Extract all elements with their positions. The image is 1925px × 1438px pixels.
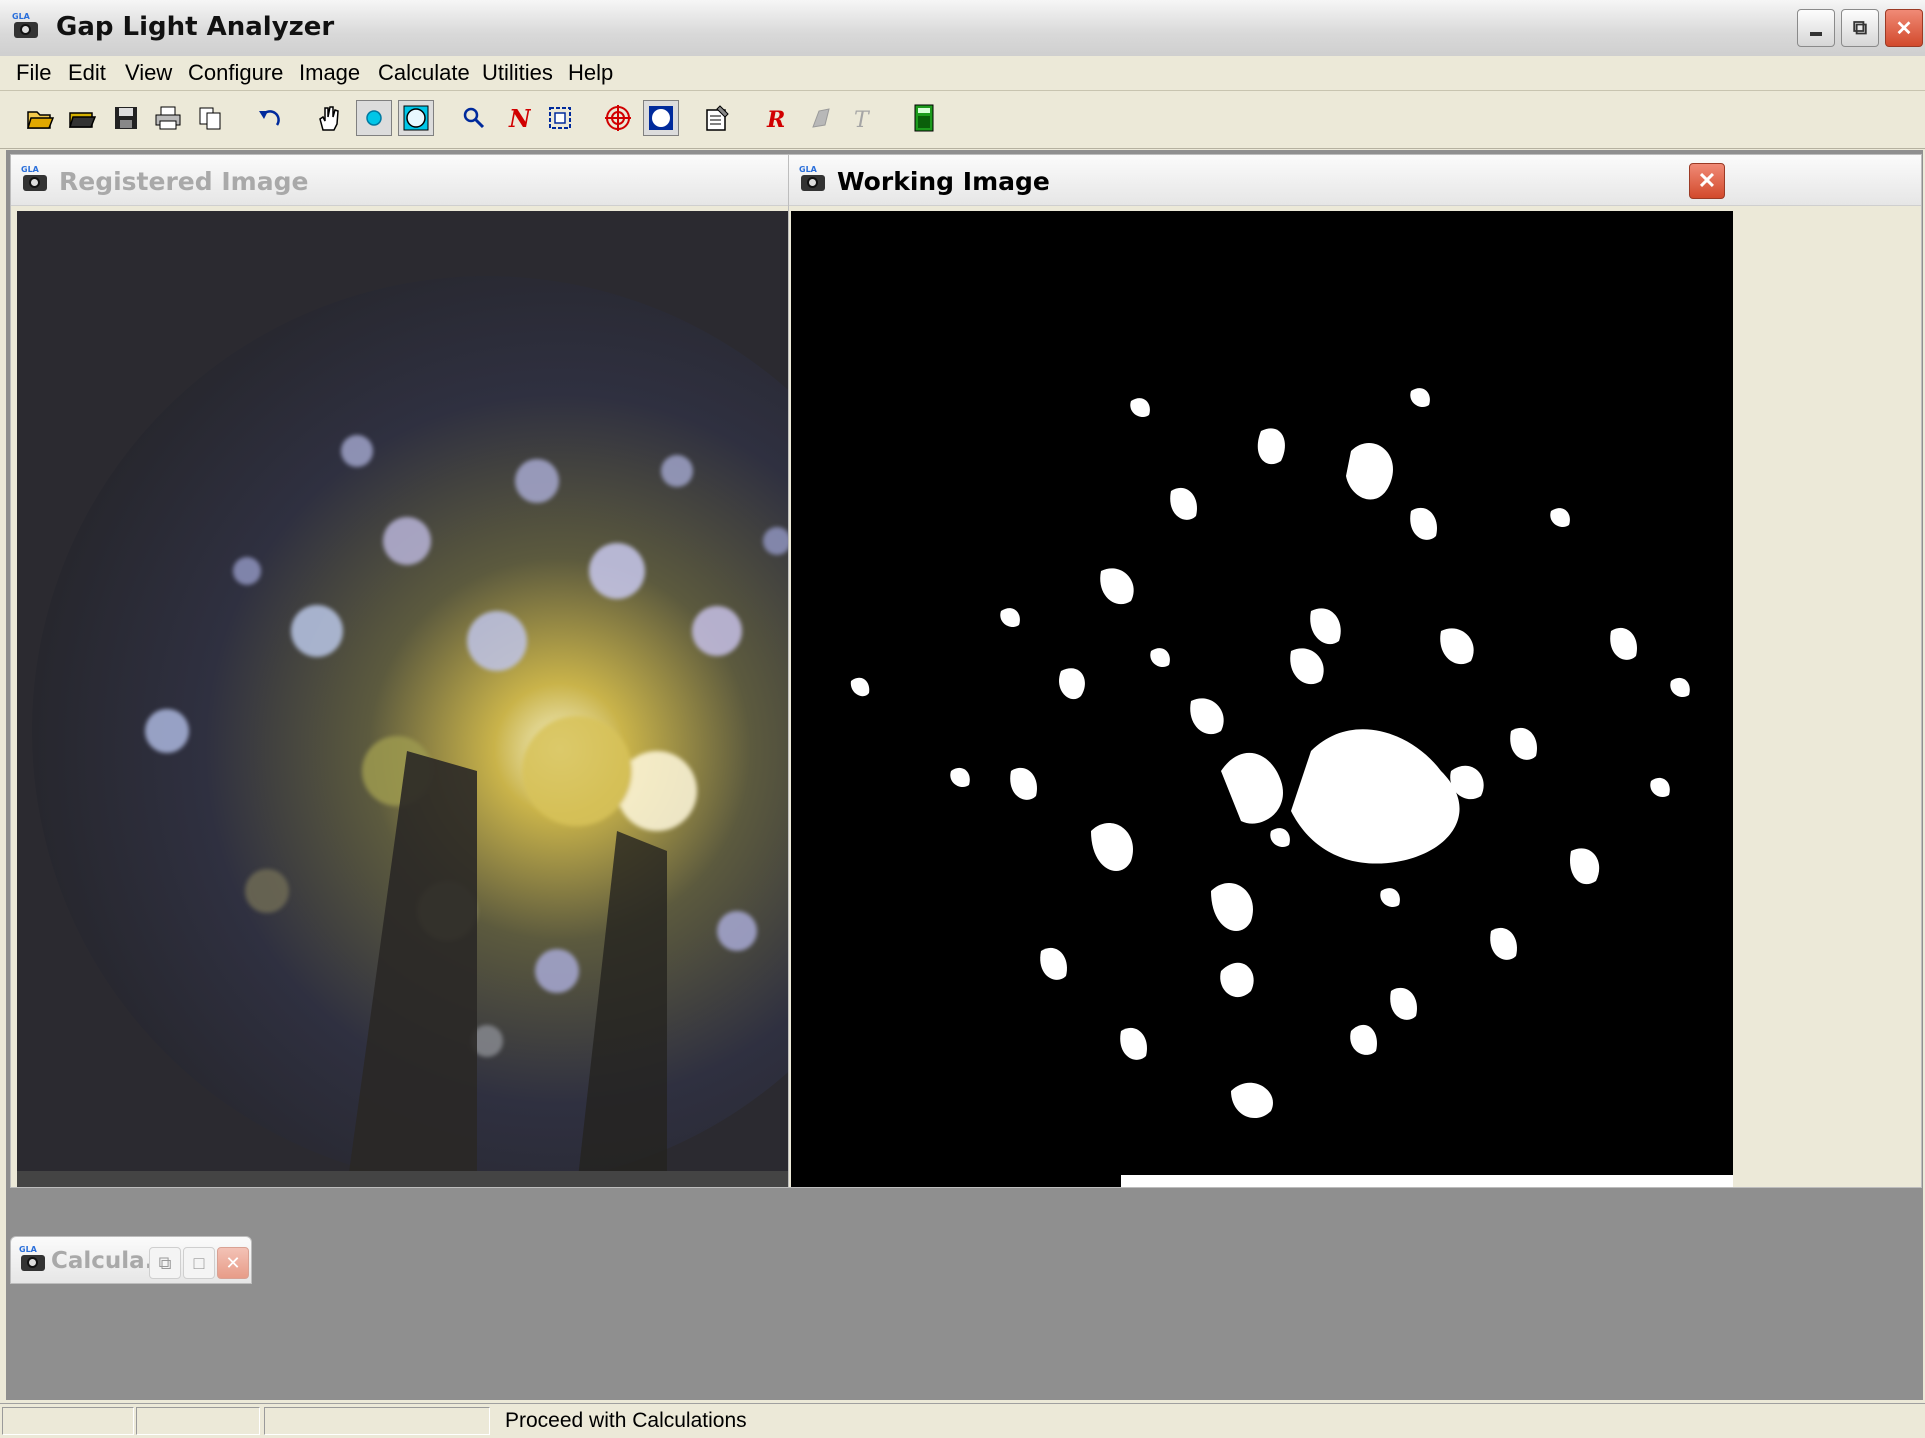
pan-button[interactable] xyxy=(310,100,346,136)
copy-button[interactable] xyxy=(192,100,228,136)
threshold-button[interactable]: T xyxy=(844,100,880,136)
working-image-title: Working Image xyxy=(837,167,1050,196)
mdi-workspace: GLA Registered Image ✕ xyxy=(6,150,1923,1400)
copy-icon xyxy=(199,107,221,130)
status-pane-2 xyxy=(136,1407,260,1435)
gray-tool-button[interactable] xyxy=(802,100,838,136)
zoom-icon xyxy=(463,107,485,129)
gray-tool-icon xyxy=(812,108,830,128)
app-camera-icon: GLA xyxy=(21,165,51,195)
title-bar[interactable]: GLA Gap Light Analyzer ⧉ ✕ xyxy=(0,0,1925,57)
zoom-button[interactable] xyxy=(456,100,492,136)
calculations-window-minimized[interactable]: GLA Calcula... ⧉ □ ✕ xyxy=(10,1236,252,1284)
sky-grid-icon xyxy=(605,105,631,131)
open-button[interactable] xyxy=(22,100,58,136)
circle-register-icon xyxy=(403,105,429,131)
restore-button[interactable]: ⧉ xyxy=(1841,9,1879,47)
working-image-titlebar[interactable]: GLA Working Image ✕ xyxy=(789,155,1921,206)
print-button[interactable] xyxy=(150,100,186,136)
menu-file[interactable]: File xyxy=(16,60,52,85)
crop-button[interactable] xyxy=(542,100,578,136)
menu-calculate[interactable]: Calculate xyxy=(378,60,470,85)
minimize-icon xyxy=(1810,32,1822,36)
calculator-button[interactable] xyxy=(906,100,942,136)
properties-icon xyxy=(706,105,729,131)
sky-grid-button[interactable] xyxy=(600,100,636,136)
menu-help[interactable]: Help xyxy=(568,60,614,85)
working-image-window[interactable]: GLA Working Image ✕ xyxy=(788,154,1922,1188)
menu-edit[interactable]: Edit xyxy=(68,60,106,85)
working-image-canvas[interactable] xyxy=(791,211,1733,1193)
svg-text:T: T xyxy=(854,108,871,131)
minimize-button[interactable] xyxy=(1797,9,1835,47)
calculations-close-button[interactable]: ✕ xyxy=(217,1247,249,1279)
print-icon xyxy=(155,106,181,130)
registered-image-title: Registered Image xyxy=(59,167,309,196)
point-tool-button[interactable] xyxy=(356,100,392,136)
calculator-icon xyxy=(914,104,934,132)
close-icon: ✕ xyxy=(1895,17,1913,40)
calculations-maximize-button[interactable]: □ xyxy=(183,1247,215,1279)
restore-icon: ⧉ xyxy=(158,1252,172,1273)
close-button[interactable]: ✕ xyxy=(1885,9,1923,47)
circle-register-button[interactable] xyxy=(398,100,434,136)
red-r-icon: R xyxy=(766,107,785,131)
status-pane-3 xyxy=(264,1407,490,1435)
undo-button[interactable] xyxy=(252,100,288,136)
restore-icon: ⧉ xyxy=(1852,16,1868,39)
binary-threshold-image xyxy=(791,211,1733,1187)
open-icon xyxy=(26,111,54,129)
status-bar: Proceed with Calculations xyxy=(0,1403,1925,1438)
toolbar: N R T xyxy=(0,92,1925,149)
save-button[interactable] xyxy=(108,100,144,136)
app-camera-icon: GLA xyxy=(12,12,42,42)
menu-image[interactable]: Image xyxy=(299,60,361,85)
threshold-t-icon: T xyxy=(854,108,871,131)
close-icon: ✕ xyxy=(1697,168,1717,193)
open-config-icon xyxy=(68,112,96,128)
open-config-button[interactable] xyxy=(64,100,100,136)
north-button[interactable]: N xyxy=(500,100,536,136)
pan-hand-icon xyxy=(319,106,339,131)
menu-utilities[interactable]: Utilities xyxy=(482,60,553,85)
app-camera-icon: GLA xyxy=(19,1245,49,1275)
mask-button[interactable] xyxy=(643,100,679,136)
svg-text:N: N xyxy=(508,105,531,131)
point-icon xyxy=(366,110,382,126)
save-icon xyxy=(115,107,137,129)
close-icon: ✕ xyxy=(225,1252,241,1273)
app-title: Gap Light Analyzer xyxy=(56,12,335,42)
svg-text:R: R xyxy=(766,107,785,131)
red-r-button[interactable]: R xyxy=(758,100,794,136)
maximize-icon: □ xyxy=(193,1252,205,1273)
working-image-close-button[interactable]: ✕ xyxy=(1689,163,1725,199)
menu-bar: File Edit View Configure Image Calculate… xyxy=(0,56,1925,91)
crop-icon xyxy=(549,107,571,129)
undo-icon xyxy=(259,110,280,126)
menu-configure[interactable]: Configure xyxy=(188,60,284,85)
calculations-restore-button[interactable]: ⧉ xyxy=(149,1247,181,1279)
status-message: Proceed with Calculations xyxy=(505,1409,747,1432)
mask-icon xyxy=(649,106,673,130)
app-camera-icon: GLA xyxy=(799,165,829,195)
menu-view[interactable]: View xyxy=(125,60,173,85)
properties-button[interactable] xyxy=(700,100,736,136)
north-icon: N xyxy=(508,105,531,131)
status-pane-1 xyxy=(2,1407,134,1435)
